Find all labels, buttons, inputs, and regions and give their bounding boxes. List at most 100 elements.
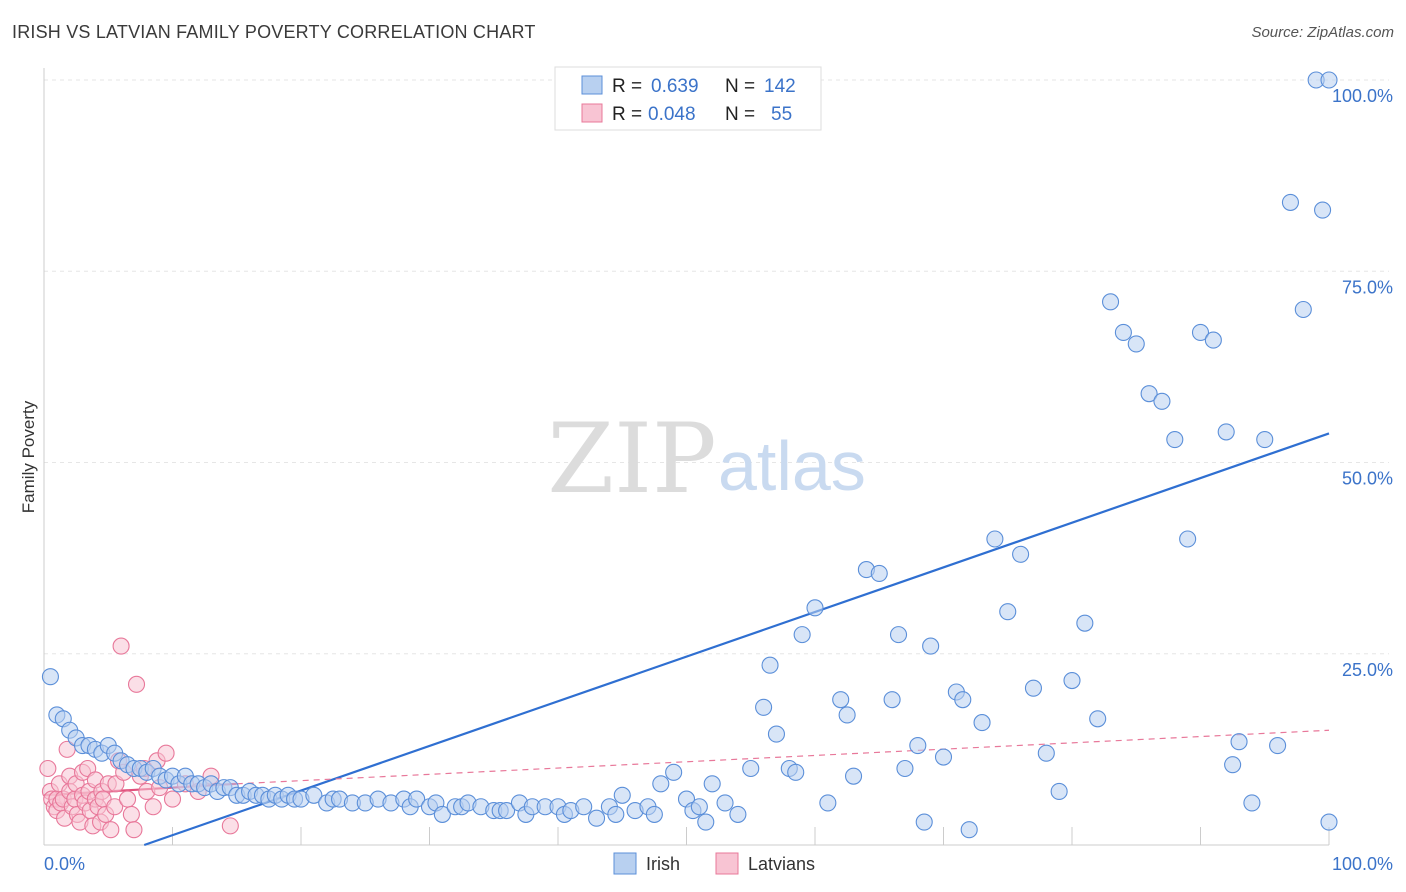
- point-irish: [832, 691, 850, 709]
- stats-legend: R = 0.639 N = 142 R = 0.048 N = 55: [554, 66, 822, 131]
- point-irish: [1179, 530, 1197, 548]
- point-irish: [498, 802, 516, 820]
- point-irish: [844, 767, 863, 785]
- x-tick-label: 0.0%: [44, 854, 85, 874]
- point-irish: [1063, 671, 1081, 690]
- point-irish: [1114, 323, 1132, 342]
- point-irish: [716, 794, 734, 812]
- point-irish: [915, 813, 933, 831]
- point-irish: [1281, 193, 1299, 211]
- data-points: [39, 71, 1338, 839]
- point-irish: [1037, 744, 1055, 762]
- point-irish: [433, 805, 451, 823]
- point-irish: [986, 530, 1004, 548]
- point-irish: [1294, 300, 1312, 319]
- point-irish: [838, 706, 856, 724]
- stats-n-label-irish: N =: [725, 76, 755, 97]
- point-irish: [1076, 614, 1094, 632]
- point-irish: [819, 794, 837, 812]
- point-latvians: [118, 790, 137, 808]
- point-latvians: [102, 821, 120, 839]
- point-irish: [1127, 335, 1145, 353]
- point-irish: [954, 691, 972, 709]
- stats-r-value-latvians: 0.048: [648, 104, 696, 125]
- point-irish: [607, 805, 625, 823]
- point-irish: [703, 775, 721, 793]
- point-latvians: [221, 817, 239, 835]
- point-irish: [408, 790, 426, 808]
- point-irish: [1166, 430, 1184, 449]
- point-irish: [1256, 430, 1274, 449]
- point-irish: [787, 763, 805, 781]
- point-irish: [1140, 385, 1158, 403]
- point-irish: [1314, 201, 1332, 219]
- point-irish: [1089, 710, 1107, 728]
- point-irish: [690, 798, 708, 816]
- point-irish: [575, 798, 593, 816]
- point-irish: [645, 805, 663, 823]
- point-latvians: [39, 759, 57, 778]
- point-irish: [41, 668, 59, 686]
- point-irish: [793, 626, 811, 644]
- legend-label-irish: Irish: [646, 854, 680, 874]
- point-irish: [1050, 782, 1068, 801]
- stats-n-label-latvians: N =: [725, 104, 755, 125]
- point-latvians: [127, 675, 146, 693]
- point-irish: [922, 637, 940, 655]
- point-irish: [999, 603, 1017, 621]
- grid-lines: [44, 79, 1389, 655]
- y-tick-label: 25.0%: [1342, 660, 1393, 680]
- legend-swatch-irish: [613, 852, 637, 875]
- series-legend: Irish Latvians: [613, 852, 815, 875]
- point-irish: [767, 725, 786, 743]
- watermark: ZIP atlas: [547, 403, 865, 515]
- tick-labels: 25.0% 50.0% 75.0% 100.0% 0.0% 100.0%: [44, 86, 1393, 874]
- stats-n-value-irish: 142: [764, 76, 796, 97]
- point-irish: [1217, 423, 1235, 441]
- point-irish: [1224, 756, 1242, 774]
- point-irish: [896, 759, 914, 778]
- point-irish: [1102, 293, 1120, 311]
- point-irish: [889, 626, 908, 644]
- point-irish: [1191, 323, 1210, 342]
- stats-r-label-latvians: R =: [612, 104, 642, 125]
- trend-line-irish: [143, 432, 1330, 847]
- point-irish: [1204, 331, 1222, 349]
- point-irish: [729, 805, 747, 823]
- point-irish: [1243, 794, 1261, 812]
- point-irish: [1269, 736, 1287, 755]
- stats-swatch-latvians: [581, 103, 603, 123]
- y-tick-label: 50.0%: [1342, 469, 1393, 489]
- point-latvians: [144, 798, 162, 816]
- point-irish: [587, 809, 606, 827]
- point-irish: [761, 656, 779, 674]
- point-irish: [960, 821, 978, 839]
- point-irish: [806, 599, 824, 617]
- point-latvians: [122, 805, 140, 823]
- point-irish: [697, 813, 715, 831]
- y-tick-label: 100.0%: [1332, 86, 1393, 106]
- point-irish: [305, 786, 323, 804]
- y-tick-label: 75.0%: [1342, 277, 1393, 297]
- point-irish: [742, 759, 760, 778]
- chart-title: IRISH VS LATVIAN FAMILY POVERTY CORRELAT…: [12, 22, 536, 42]
- stats-r-label-irish: R =: [612, 76, 642, 97]
- point-irish: [1153, 392, 1171, 410]
- point-latvians: [112, 637, 130, 655]
- y-axis-label: Family Poverty: [19, 400, 38, 513]
- point-irish: [934, 748, 953, 766]
- point-irish: [883, 691, 901, 709]
- watermark-zip: ZIP: [547, 403, 716, 515]
- stats-n-value-latvians: 55: [771, 104, 792, 125]
- point-irish: [665, 763, 683, 781]
- point-irish: [652, 775, 670, 793]
- point-irish: [1320, 71, 1338, 89]
- point-latvians: [106, 798, 124, 816]
- point-irish: [1024, 679, 1042, 697]
- point-irish: [1230, 733, 1248, 751]
- point-latvians: [157, 744, 175, 762]
- point-irish: [1012, 545, 1030, 563]
- point-irish: [755, 698, 773, 716]
- point-irish: [613, 786, 631, 804]
